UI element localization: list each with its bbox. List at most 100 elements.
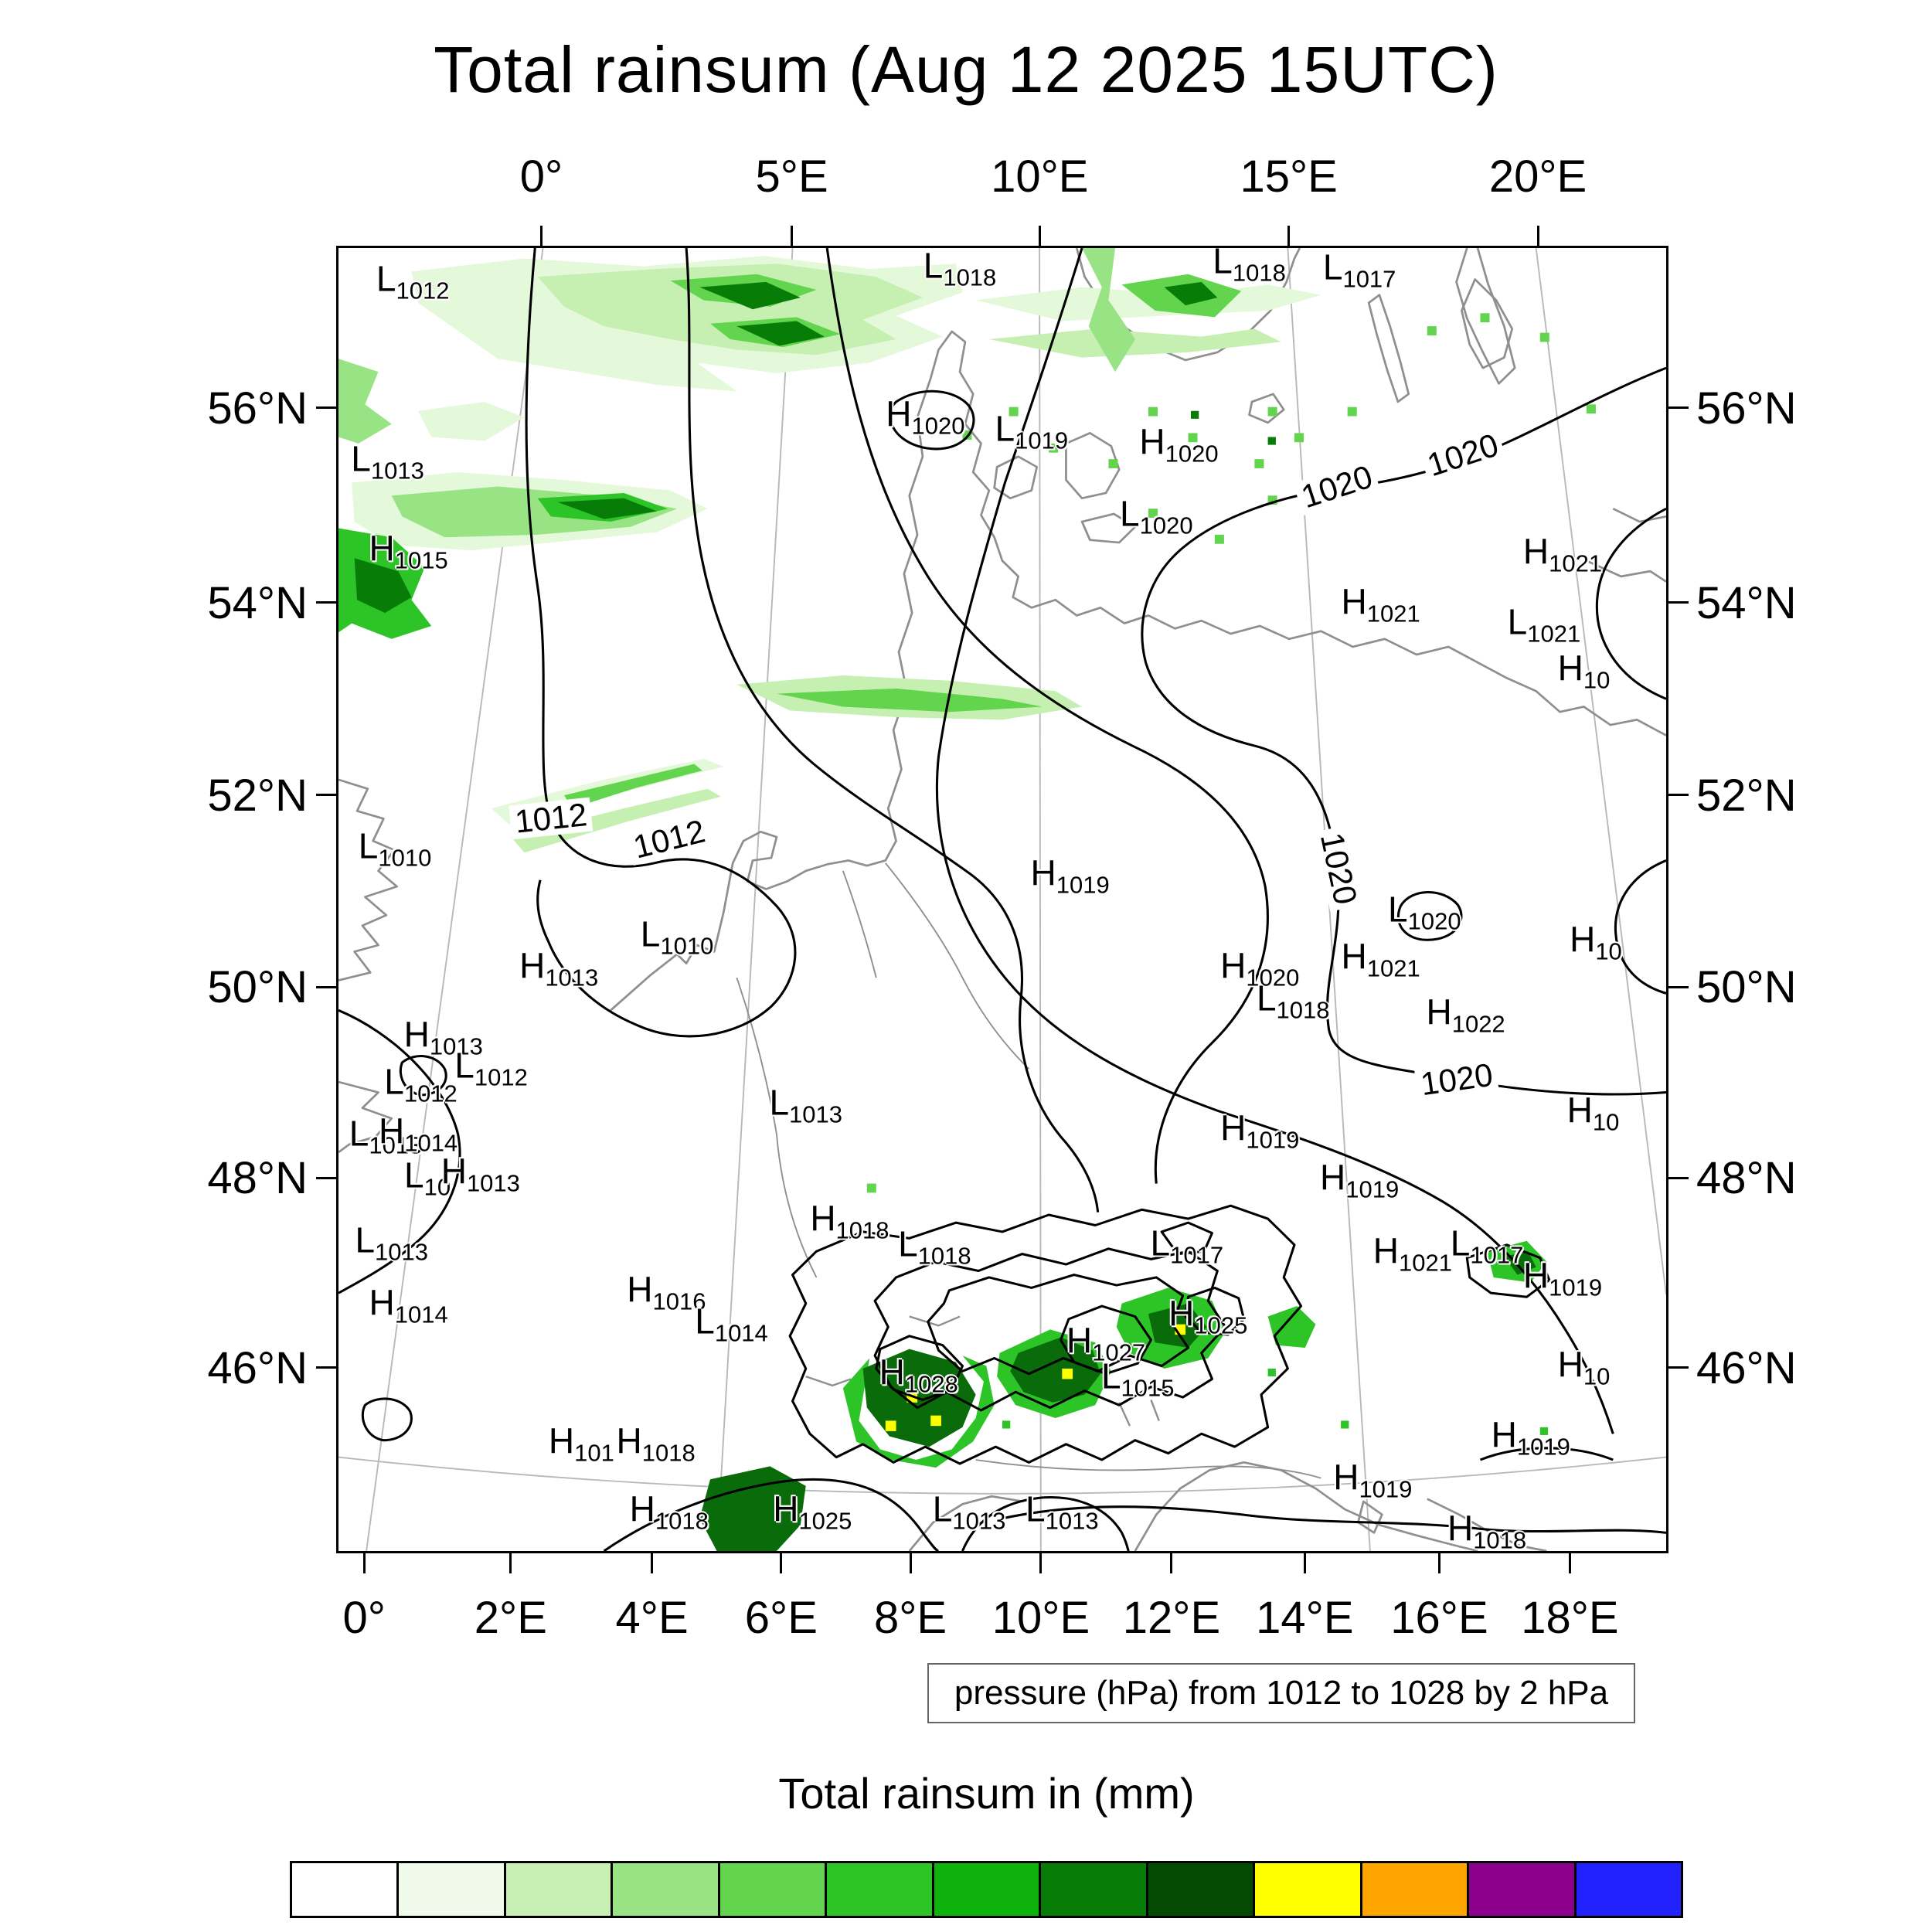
high-pressure-center-label: H10: [1566, 1090, 1620, 1134]
high-pressure-letter: H: [369, 1283, 395, 1324]
axis-tick-right: [1668, 1366, 1689, 1369]
high-pressure-letter: H: [403, 1014, 430, 1055]
low-pressure-letter: L: [1450, 1223, 1471, 1264]
high-pressure-letter: H: [1557, 648, 1583, 689]
axis-tick-top: [1536, 226, 1539, 246]
pressure-value: 1019: [1359, 1475, 1413, 1503]
pressure-value: 1018: [655, 1507, 709, 1535]
axis-tick-top: [791, 226, 794, 246]
high-pressure-letter: H: [627, 1270, 653, 1311]
figure-title: Total rainsum (Aug 12 2025 15UTC): [434, 33, 1498, 106]
pressure-value: 1018: [943, 264, 997, 291]
pressure-value: 1019: [1345, 1176, 1400, 1204]
pressure-caption-box: pressure (hPa) from 1012 to 1028 by 2 hP…: [927, 1663, 1635, 1723]
low-pressure-center-label: L1020: [1120, 495, 1193, 537]
low-pressure-letter: L: [376, 258, 396, 299]
colorbar-cell: [1148, 1863, 1256, 1916]
high-pressure-center-label: H1013: [441, 1154, 520, 1196]
low-pressure-letter: L: [932, 1488, 953, 1529]
axis-tick-bottom: [651, 1553, 654, 1573]
axis-tick-left: [316, 985, 336, 988]
axis-tick-top: [539, 226, 543, 246]
axis-tick-left: [316, 1366, 336, 1369]
high-pressure-center-label: H10: [1557, 1344, 1611, 1388]
colorbar-cell: [1469, 1863, 1577, 1916]
low-pressure-center-label: L1017: [1323, 250, 1396, 291]
axis-label-top: 5°E: [755, 151, 828, 202]
axis-tick-top: [1287, 226, 1291, 246]
high-pressure-letter: H: [1220, 1108, 1247, 1149]
high-pressure-center-label: H1020: [1220, 947, 1299, 989]
axis-label-left: 46°N: [207, 1342, 308, 1393]
colorbar-cell: [1362, 1863, 1470, 1916]
axis-label-right: 48°N: [1696, 1153, 1797, 1204]
high-pressure-center-label: H1021: [1373, 1233, 1452, 1275]
high-pressure-center-label: H1016: [627, 1270, 706, 1314]
colorbar-cell: [1041, 1863, 1148, 1916]
high-pressure-letter: H: [1522, 531, 1549, 572]
colorbar-cell: [613, 1863, 720, 1916]
low-pressure-center-label: L1010: [359, 828, 432, 869]
pressure-value: 1018: [1232, 259, 1286, 287]
high-pressure-letter: H: [1491, 1414, 1517, 1455]
axis-label-left: 56°N: [207, 383, 308, 434]
axis-tick-bottom: [1303, 1553, 1306, 1573]
high-pressure-letter: H: [1139, 421, 1165, 462]
high-pressure-letter: H: [519, 945, 546, 986]
pressure-value: 1012: [396, 277, 450, 304]
low-pressure-letter: L: [384, 1061, 404, 1102]
axis-label-bottom: 12°E: [1122, 1593, 1221, 1643]
axis-tick-bottom: [362, 1553, 366, 1573]
high-pressure-center-label: H1018: [1447, 1511, 1526, 1551]
axis-label-left: 50°N: [207, 962, 308, 1013]
low-pressure-center-label: L1012: [384, 1061, 457, 1105]
high-pressure-letter: H: [1341, 581, 1367, 622]
high-pressure-center-label: H1014: [378, 1111, 457, 1155]
high-pressure-center-label: H1021: [1341, 581, 1420, 626]
axis-label-bottom: 4°E: [615, 1593, 689, 1643]
pressure-caption: pressure (hPa) from 1012 to 1028 by 2 hP…: [954, 1674, 1609, 1712]
axis-tick-top: [1038, 226, 1041, 246]
colorbar-cell: [399, 1863, 506, 1916]
pressure-value: 1021: [1398, 1249, 1452, 1277]
high-pressure-letter: H: [1066, 1320, 1093, 1361]
high-pressure-center-label: H1018: [810, 1200, 889, 1242]
pressure-value: 1013: [429, 1032, 483, 1060]
axis-label-left: 54°N: [207, 577, 308, 628]
high-pressure-center-label: H1028: [879, 1352, 958, 1396]
high-pressure-center-label: H1013: [519, 945, 598, 989]
high-pressure-letter: H: [1557, 1344, 1583, 1385]
axis-tick-right: [1668, 601, 1689, 604]
high-pressure-letter: H: [773, 1488, 799, 1529]
high-pressure-center-label: H1019: [1320, 1160, 1399, 1202]
high-pressure-letter: H: [378, 1111, 405, 1151]
axis-label-top: 15°E: [1240, 151, 1338, 202]
pressure-value: 1017: [1470, 1241, 1524, 1269]
axis-tick-right: [1668, 1176, 1689, 1179]
low-pressure-center-label: L1014: [695, 1304, 768, 1345]
low-pressure-letter: L: [1150, 1223, 1171, 1264]
colorbar-cell: [505, 1863, 614, 1916]
pressure-value: 1010: [378, 844, 432, 872]
high-pressure-center-label: H1019: [1523, 1258, 1602, 1300]
high-pressure-center-label: H1021: [1522, 531, 1602, 575]
pressure-value: 1013: [466, 1169, 520, 1197]
high-pressure-center-label: H1022: [1426, 995, 1505, 1036]
pressure-value: 1020: [1407, 907, 1461, 935]
high-pressure-letter: H: [879, 1352, 905, 1393]
high-pressure-letter: H: [548, 1420, 575, 1461]
pressure-value: 10: [423, 1173, 451, 1201]
map-canvas: [338, 248, 1666, 1551]
axis-label-bottom: 14°E: [1256, 1593, 1354, 1643]
pressure-value: 1021: [1549, 549, 1603, 577]
high-pressure-letter: H: [1566, 1090, 1593, 1131]
high-pressure-center-label: H1025: [1168, 1296, 1247, 1338]
pressure-value: 1019: [1516, 1433, 1570, 1461]
pressure-value: 1021: [1366, 954, 1420, 982]
axis-label-right: 46°N: [1696, 1342, 1797, 1393]
high-pressure-letter: H: [1333, 1457, 1359, 1498]
low-pressure-letter: L: [1026, 1488, 1046, 1529]
axis-tick-bottom: [509, 1553, 512, 1573]
pressure-value: 1012: [474, 1064, 528, 1092]
high-pressure-letter: H: [1030, 852, 1056, 893]
